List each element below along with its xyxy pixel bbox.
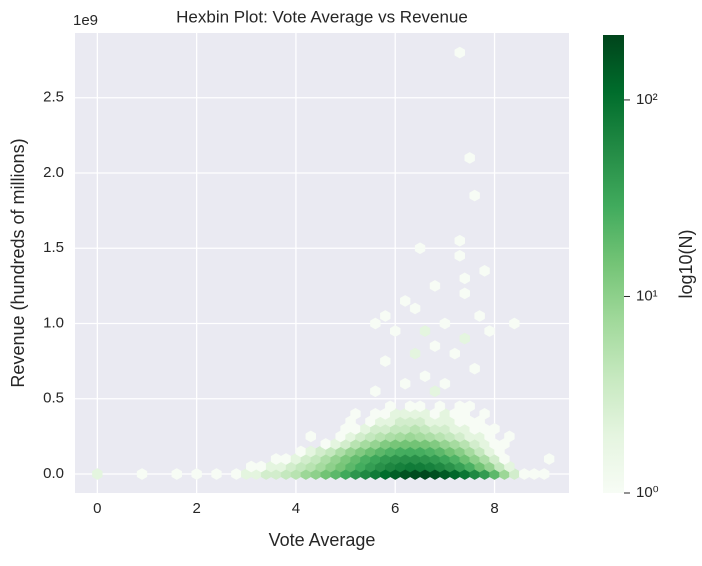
y-tick-label: 1.0 (43, 314, 64, 331)
hexbin-cell (543, 453, 555, 465)
hexbin-cell (246, 460, 257, 473)
hexbin-cell (454, 249, 465, 262)
hexbin-cell (350, 407, 361, 420)
hexbin-cell (136, 468, 148, 480)
hexbin-cell (414, 242, 426, 255)
hexbin-cell (449, 347, 461, 360)
x-axis-label: Vote Average (269, 530, 376, 550)
hexbin-cell (419, 325, 431, 337)
hexbin-cell (474, 310, 485, 322)
x-tick-label: 6 (391, 500, 399, 517)
hexbin-cell (270, 453, 282, 465)
x-tick-label: 8 (490, 500, 498, 517)
hexbin-cell (370, 407, 381, 420)
y-tick-label: 2.0 (43, 164, 64, 181)
colorbar-tick-label: 10² (636, 91, 658, 108)
hexbin-cell (370, 385, 381, 398)
x-tick-label: 0 (93, 500, 101, 517)
hexbin-cell (419, 370, 431, 383)
hexbin-cell (479, 407, 490, 420)
hexbin-cell (409, 347, 421, 360)
hexbin-cell (519, 468, 530, 480)
hexbin-cell (434, 400, 446, 413)
hexbin-cell (529, 468, 540, 480)
x-tick-label: 2 (192, 500, 200, 517)
hexbin-cell (280, 453, 292, 465)
hexbin-cell (171, 468, 182, 480)
hexbin-cell (429, 340, 441, 352)
hexbin-cell (305, 445, 317, 458)
hexbin-cell (255, 460, 267, 473)
hexbin-cell (305, 430, 317, 443)
y-tick-label: 0.0 (43, 465, 64, 482)
hexbin-cell (489, 422, 500, 435)
hexbin-cell (459, 332, 470, 345)
hexbin-cell (404, 400, 416, 413)
hexbin-cell (429, 279, 441, 292)
colorbar-tick-label: 10¹ (636, 287, 658, 304)
hexbin-cell (439, 317, 451, 330)
hexbin-cell (479, 264, 490, 277)
hexbin-cell (504, 430, 515, 443)
hexbin-cell (464, 152, 475, 164)
y-tick-label: 1.5 (43, 239, 64, 256)
x-tick-label: 4 (292, 500, 300, 517)
hexbin-cell (380, 355, 391, 368)
colorbar-label: log10(N) (676, 229, 696, 298)
y-offset-label: 1e9 (73, 12, 98, 29)
y-tick-label: 0.5 (43, 390, 64, 407)
hexbin-cell (484, 325, 495, 337)
hexbin-cell (464, 400, 475, 413)
hexbin-cell (320, 438, 331, 450)
hexbin-cell (191, 468, 202, 480)
hexbin-cell (231, 468, 242, 480)
colorbar (603, 35, 624, 493)
colorbar-tick-label: 10⁰ (636, 484, 659, 501)
hexbin-cell (380, 310, 391, 322)
hexbin-cell (211, 468, 222, 480)
hexbin-cell (370, 317, 381, 330)
hexbin-cell (469, 362, 480, 375)
chart-title: Hexbin Plot: Vote Average vs Revenue (176, 7, 468, 26)
hexbin-cell (459, 272, 470, 285)
hexbin-cell (295, 445, 307, 458)
hexbin-cell (429, 385, 441, 398)
hexbin-cell (414, 400, 426, 413)
hexbin-cell (454, 400, 465, 413)
hexbin-cell (454, 234, 465, 247)
hexbin-cell (390, 325, 401, 337)
hexbin-cell (409, 302, 421, 315)
hexbin-cell (459, 287, 470, 300)
hexbin-cell (538, 468, 550, 480)
y-tick-label: 2.5 (43, 89, 64, 106)
hexbin-cell (92, 468, 103, 480)
hexbin-cell (399, 295, 411, 307)
hexbin-cell (509, 317, 520, 330)
hexbin-cell (439, 377, 451, 390)
hexbin-cell (454, 46, 465, 59)
y-axis-label: Revenue (hundreds of millions) (8, 138, 28, 387)
hexbin-cell (385, 400, 396, 413)
hexbin-cell (469, 189, 480, 202)
hexbin-cell (399, 377, 411, 390)
